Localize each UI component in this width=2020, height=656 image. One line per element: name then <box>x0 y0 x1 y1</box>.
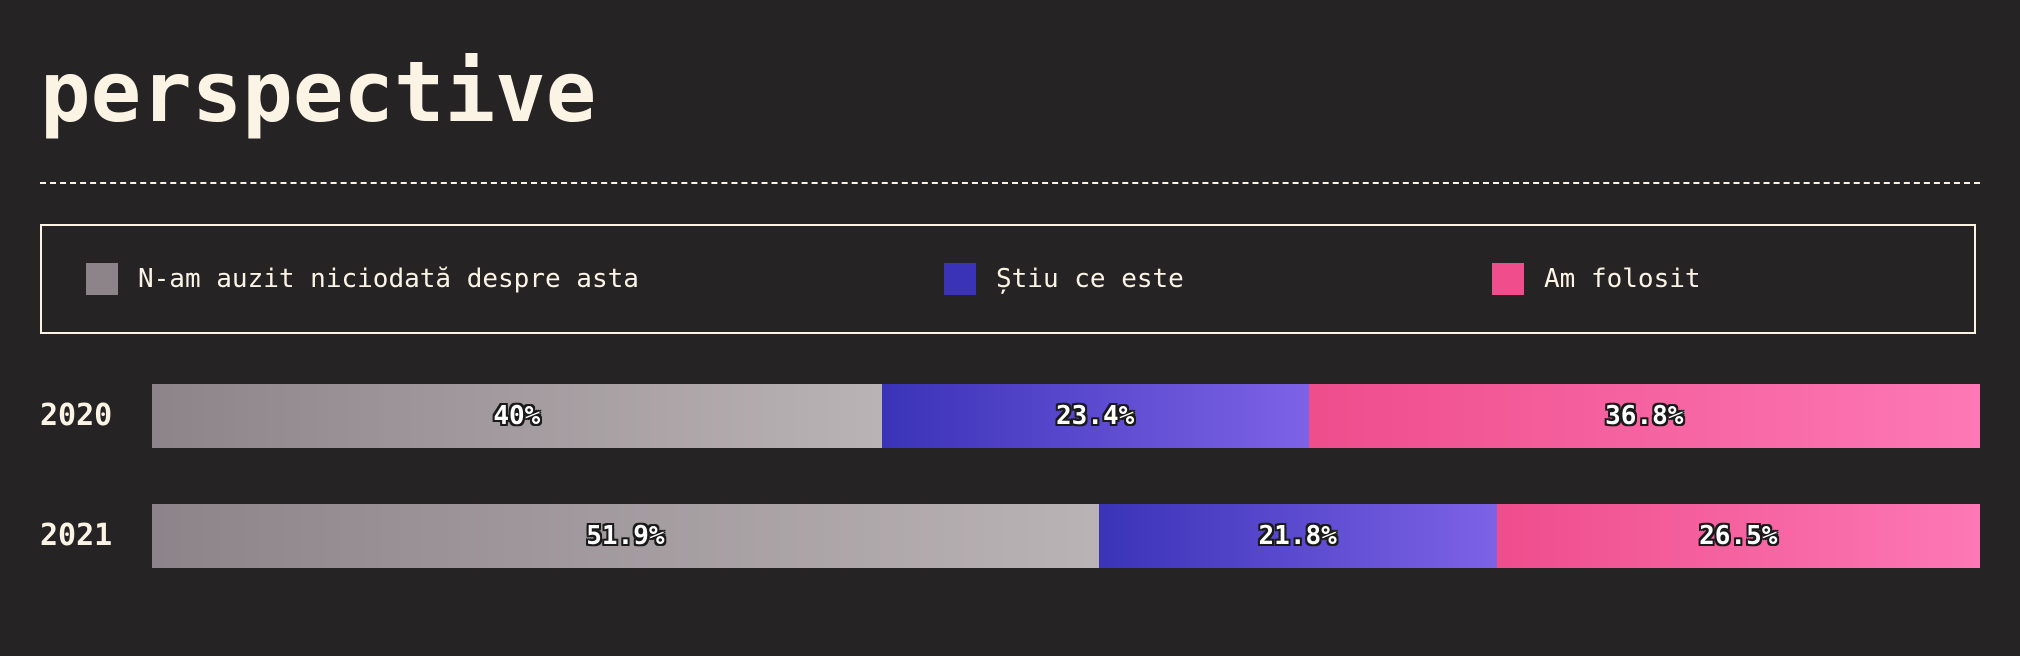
row-label-2020: 2020 <box>40 398 113 433</box>
data-label-2020-know-it: 23.4% <box>1056 401 1135 431</box>
legend-item-used[interactable]: Am folosit <box>1492 226 1701 332</box>
legend-swatch-never-heard <box>86 263 118 295</box>
data-label-2021-used: 26.5% <box>1699 521 1778 551</box>
bar-row-2021: 2021 51.9% 21.8% 26.5% <box>40 504 1980 568</box>
legend-item-know-it[interactable]: Știu ce este <box>944 226 1184 332</box>
bar-row-2020: 2020 40% 23.4% 36.8% <box>40 384 1980 448</box>
legend-label-know-it: Știu ce este <box>996 264 1184 294</box>
bar-segment-2020-know-it[interactable]: 23.4% <box>881 384 1309 448</box>
bar-segment-2021-used[interactable]: 26.5% <box>1496 504 1980 568</box>
data-label-2020-never-heard: 40% <box>493 401 541 431</box>
legend-swatch-used <box>1492 263 1524 295</box>
bar-segment-2021-know-it[interactable]: 21.8% <box>1098 504 1497 568</box>
data-label-2021-know-it: 21.8% <box>1258 521 1337 551</box>
bar-segment-2021-never-heard[interactable]: 51.9% <box>152 504 1099 568</box>
bar-track-2020: 40% 23.4% 36.8% <box>152 384 1980 448</box>
legend: N-am auzit niciodată despre asta Știu ce… <box>40 224 1976 334</box>
legend-swatch-know-it <box>944 263 976 295</box>
data-label-2020-used: 36.8% <box>1605 401 1684 431</box>
legend-item-never-heard[interactable]: N-am auzit niciodată despre asta <box>86 226 639 332</box>
bar-segment-2020-used[interactable]: 36.8% <box>1308 384 1980 448</box>
legend-label-used: Am folosit <box>1544 264 1701 294</box>
bar-track-2021: 51.9% 21.8% 26.5% <box>152 504 1980 568</box>
dashed-divider <box>40 182 1980 184</box>
legend-label-never-heard: N-am auzit niciodată despre asta <box>138 264 639 294</box>
data-label-2021-never-heard: 51.9% <box>586 521 665 551</box>
bar-segment-2020-never-heard[interactable]: 40% <box>152 384 882 448</box>
chart-title: perspective <box>40 43 597 141</box>
row-label-2021: 2021 <box>40 518 113 553</box>
